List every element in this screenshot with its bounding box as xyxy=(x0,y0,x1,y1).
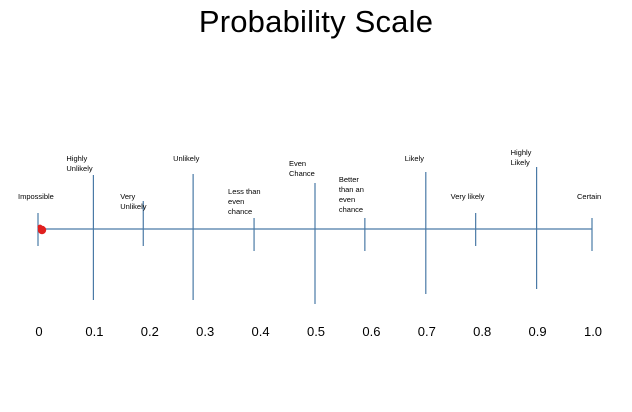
tick-label: 0.2 xyxy=(140,324,159,339)
scale-label: Very likely xyxy=(450,192,485,201)
tick-label: 0.6 xyxy=(362,324,381,339)
tick-label: 0.9 xyxy=(528,324,547,339)
tick-label: 0.5 xyxy=(306,324,326,339)
scale-label: Even Chance xyxy=(289,159,315,178)
tick-label: 0 xyxy=(35,324,43,339)
tick-label: 0.1 xyxy=(85,324,104,339)
marker-dot-shape xyxy=(37,224,43,230)
scale-label: Impossible xyxy=(18,192,54,201)
scale-label: Highly Likely xyxy=(510,148,532,167)
scale-label: Less than even chance xyxy=(228,187,261,216)
scale-label: Likely xyxy=(404,154,424,163)
page-title: Probability Scale xyxy=(198,4,434,39)
scale-label: Highly Unlikely xyxy=(66,154,93,173)
marker-dot xyxy=(37,224,47,235)
tick-label: 0.7 xyxy=(417,324,436,339)
tick-label: 0.8 xyxy=(473,324,492,339)
tick-label: 1.0 xyxy=(583,324,603,339)
scale-label: Unlikely xyxy=(173,154,200,163)
tick-label: 0.4 xyxy=(251,324,270,339)
tick-label: 0.3 xyxy=(196,324,215,339)
scale-label: Better than an even chance xyxy=(338,175,364,214)
scale-label: Certain xyxy=(577,192,602,201)
scale-label: Very Unlikely xyxy=(120,192,147,211)
